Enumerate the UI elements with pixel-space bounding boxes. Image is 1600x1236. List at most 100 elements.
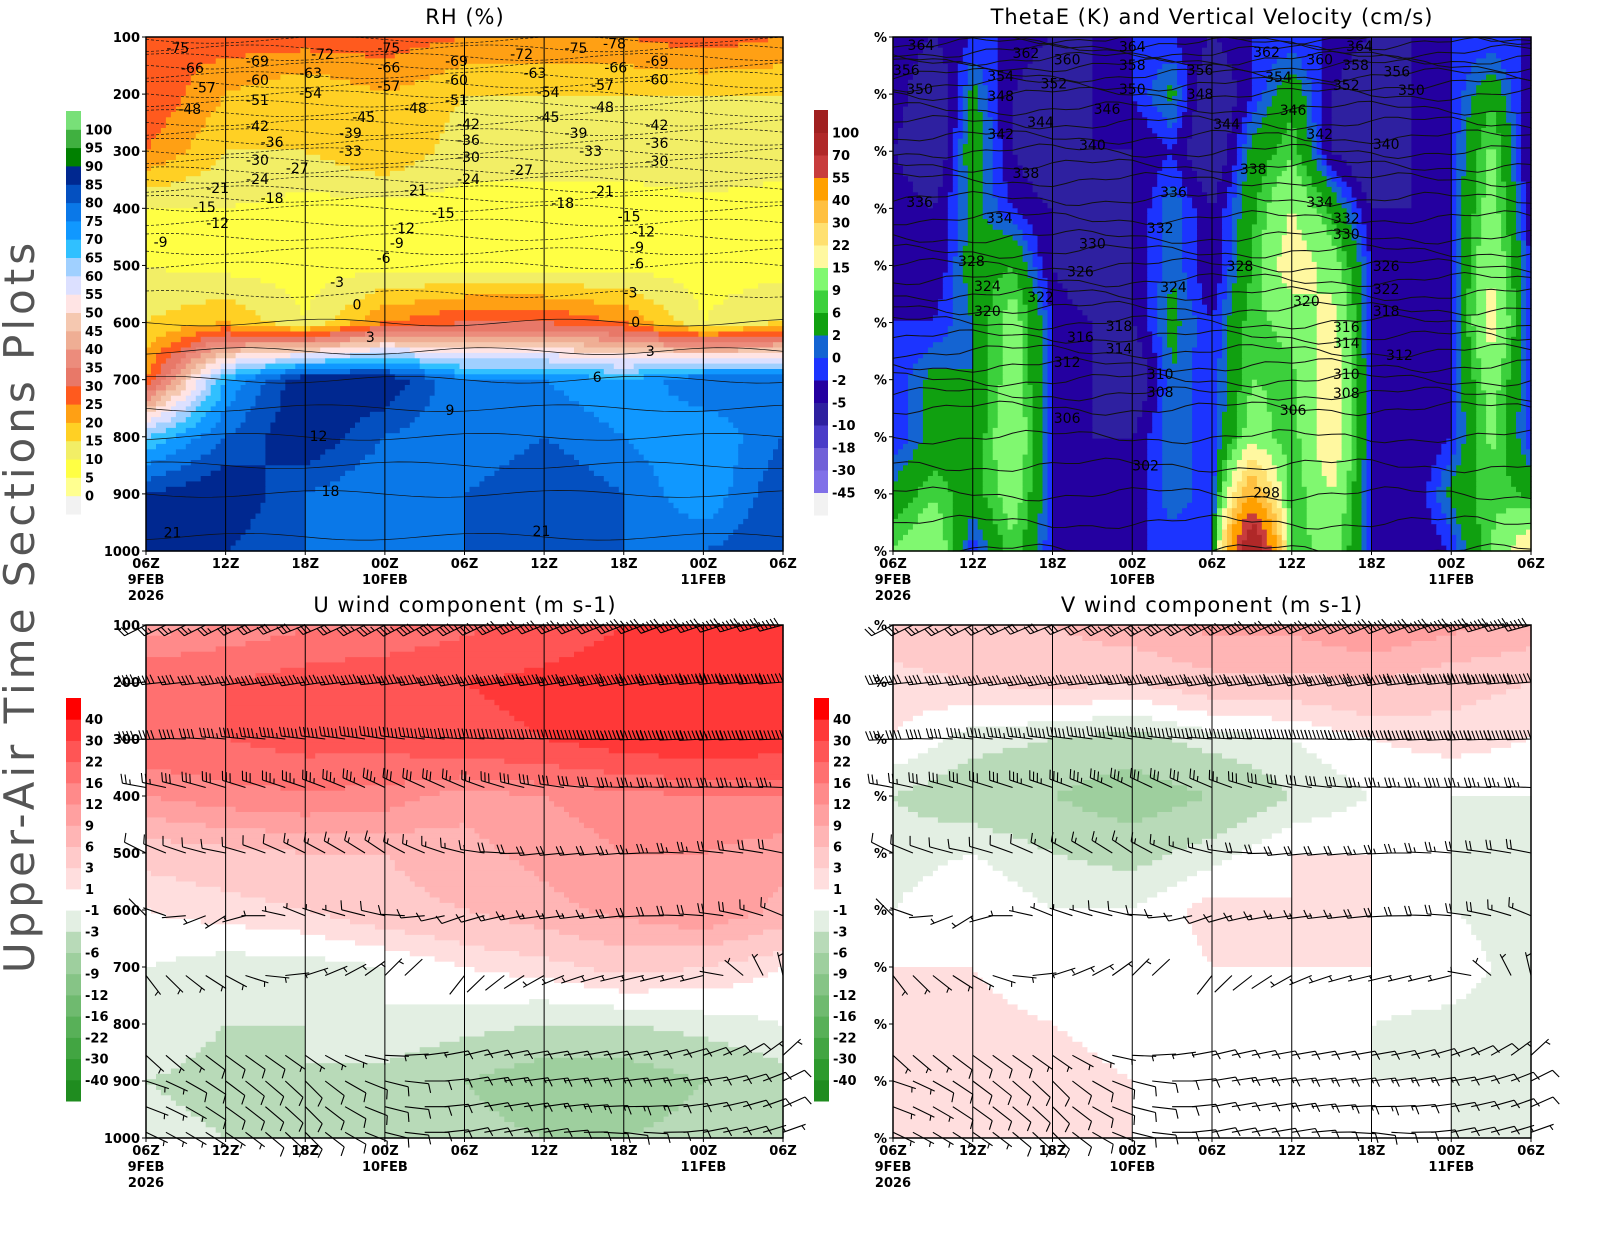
thetae-fill-cell — [1132, 310, 1148, 317]
thetae-fill-cell — [1027, 422, 1034, 429]
wind-barb — [340, 900, 366, 917]
wind-barb — [441, 768, 465, 789]
rh-contour-label: -54 — [299, 86, 322, 102]
thetae-fill-cell — [1197, 315, 1223, 322]
thetae-fill-cell — [1456, 508, 1477, 515]
u-wind-fill-cell — [574, 961, 719, 968]
thetae-fill-cell — [1132, 165, 1163, 172]
rh-fill-cell — [185, 352, 202, 359]
u-wind-fill-cell — [389, 854, 510, 861]
thetae-fill-cell — [1321, 106, 1333, 113]
rh-fill-cell — [185, 374, 192, 381]
u-wind-fill-cell — [225, 699, 495, 706]
thetae-fill-cell — [1476, 438, 1487, 445]
u-wind-fill-cell — [593, 967, 685, 973]
u-wind-fill-cell — [479, 833, 600, 840]
thetae-fill-cell — [1197, 229, 1223, 236]
thetae-contour-label: 346 — [1280, 103, 1307, 119]
rh-fill-cell — [708, 315, 784, 322]
rh-fill-cell — [146, 497, 266, 504]
rh-fill-cell — [160, 347, 182, 354]
colorbar-swatch — [66, 147, 81, 167]
rh-fill-cell — [623, 513, 690, 520]
rh-fill-cell — [738, 460, 769, 466]
u-wind-fill-cell — [146, 1095, 172, 1102]
thetae-fill-cell — [903, 534, 944, 541]
thetae-fill-cell — [952, 170, 959, 177]
thetae-fill-cell — [1152, 128, 1178, 134]
rh-fill-cell — [170, 417, 187, 424]
thetae-fill-cell — [1461, 352, 1472, 359]
colorbar-label: -45 — [832, 487, 856, 502]
thetae-fill-cell — [1341, 395, 1353, 402]
thetae-fill-cell — [1461, 219, 1472, 225]
thetae-fill-cell — [1017, 502, 1029, 509]
thetae-fill-cell — [1236, 101, 1248, 108]
thetae-fill-cell — [932, 203, 949, 209]
u-wind-fill-cell — [146, 1105, 187, 1112]
thetae-fill-cell — [1177, 42, 1208, 49]
thetae-fill-cell — [1371, 529, 1437, 536]
thetae-fill-cell — [1147, 443, 1163, 450]
thetae-fill-cell — [1336, 470, 1348, 477]
rh-contour-label: -30 — [246, 153, 269, 169]
thetae-fill-cell — [1217, 411, 1223, 418]
thetae-fill-cell — [1366, 395, 1373, 402]
thetae-fill-cell — [1147, 395, 1158, 402]
thetae-fill-cell — [1162, 224, 1183, 231]
thetae-fill-cell — [1476, 165, 1487, 172]
thetae-fill-cell — [1506, 411, 1517, 418]
rh-contour-label: -75 — [166, 41, 189, 57]
thetae-fill-cell — [1002, 379, 1024, 386]
thetae-fill-cell — [1192, 476, 1213, 482]
thetae-fill-cell — [942, 476, 984, 482]
rh-fill-cell — [260, 390, 281, 397]
thetae-fill-cell — [1236, 267, 1253, 274]
thetae-fill-cell — [1236, 229, 1253, 236]
thetae-fill-cell — [1266, 540, 1278, 547]
thetae-fill-cell — [898, 154, 949, 161]
colorbar-label: 100 — [832, 127, 859, 142]
thetae-fill-cell — [1027, 433, 1034, 440]
thetae-fill-cell — [1167, 513, 1178, 520]
thetae-fill-cell — [893, 261, 949, 268]
thetae-fill-cell — [1032, 261, 1044, 268]
thetae-fill-cell — [1526, 369, 1532, 375]
rh-fill-cell — [579, 401, 690, 408]
thetae-fill-cell — [912, 454, 984, 461]
thetae-fill-cell — [1022, 395, 1034, 402]
u-wind-fill-cell — [758, 753, 784, 760]
thetae-fill-cell — [1022, 486, 1034, 493]
thetae-fill-cell — [1227, 144, 1238, 151]
thetae-fill-cell — [893, 79, 909, 86]
thetae-fill-cell — [997, 106, 1014, 113]
thetae-fill-cell — [1261, 176, 1278, 183]
thetae-fill-cell — [1356, 443, 1368, 450]
thetae-fill-cell — [1481, 208, 1497, 215]
rh-fill-cell — [146, 117, 167, 124]
thetae-contour-label: 310 — [1333, 367, 1360, 383]
colorbar-swatch — [66, 349, 81, 368]
rh-fill-cell — [205, 358, 217, 365]
u-wind-fill-cell — [474, 967, 595, 973]
thetae-fill-cell — [1311, 112, 1323, 118]
thetae-fill-cell — [1366, 374, 1373, 381]
thetae-fill — [893, 37, 1532, 552]
thetae-fill-cell — [1002, 352, 1024, 359]
thetae-fill-cell — [1017, 85, 1093, 92]
rh-contour-label: -21 — [404, 183, 427, 199]
thetae-fill-cell — [937, 304, 954, 311]
rh-fill-cell — [200, 401, 217, 408]
rh-contour-label: -3 — [623, 285, 637, 301]
thetae-fill-cell — [1182, 224, 1198, 231]
thetae-fill-cell — [1032, 283, 1039, 290]
thetae-fill-cell — [1037, 47, 1093, 54]
thetae-fill-cell — [1092, 53, 1133, 60]
rh-fill-cell — [608, 481, 660, 488]
thetae-fill-cell — [1321, 154, 1328, 161]
thetae-fill-cell — [1456, 545, 1467, 552]
rh-colorbar: 0510152025303540455055606570758085909510… — [66, 111, 112, 515]
thetae-fill-cell — [1521, 277, 1527, 284]
thetae-fill-cell — [1501, 363, 1512, 370]
thetae-fill-cell — [1182, 261, 1198, 268]
